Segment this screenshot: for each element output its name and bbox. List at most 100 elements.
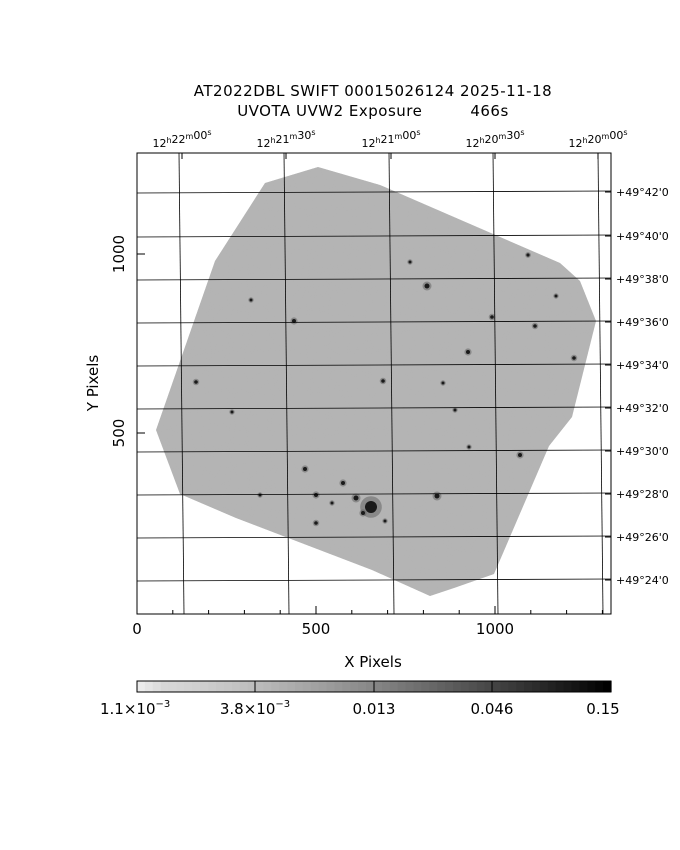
colorbar-segment bbox=[429, 681, 438, 692]
source bbox=[383, 519, 387, 523]
source bbox=[194, 380, 198, 384]
source bbox=[330, 501, 334, 505]
ra-tick-label: 12h20m30s bbox=[465, 128, 524, 150]
source bbox=[434, 493, 440, 499]
colorbar-segment bbox=[342, 681, 351, 692]
dec-tick-label: +49°38'0 bbox=[616, 273, 669, 286]
filter-exposure-label: UVOTA UVW2 Exposure bbox=[237, 102, 423, 120]
colorbar-segment bbox=[176, 681, 185, 692]
source bbox=[365, 501, 377, 513]
x-axis-ticks: 0 500 1000 bbox=[132, 606, 603, 638]
colorbar-segment bbox=[397, 681, 407, 692]
source bbox=[258, 493, 262, 497]
source bbox=[572, 356, 576, 360]
dec-tick-label: +49°34'0 bbox=[616, 359, 669, 372]
colorbar-segment bbox=[603, 681, 612, 692]
colorbar-segment bbox=[310, 681, 320, 692]
ra-grid-line bbox=[597, 152, 604, 615]
ra-tick-label: 12h22m00s bbox=[152, 128, 211, 150]
colorbar-segment bbox=[255, 681, 264, 692]
colorbar-segment bbox=[263, 681, 272, 692]
exposure-time: 466s bbox=[470, 102, 509, 120]
x-tick-label: 0 bbox=[132, 620, 142, 638]
colorbar-segment bbox=[555, 681, 565, 692]
colorbar-segment bbox=[547, 681, 557, 692]
y-tick-label: 1000 bbox=[110, 235, 128, 273]
colorbar-segment bbox=[271, 681, 280, 692]
ra-grid-line bbox=[178, 152, 185, 615]
colorbar-segment bbox=[239, 681, 249, 692]
dec-grid-line bbox=[136, 234, 612, 238]
source bbox=[381, 379, 385, 383]
colorbar-segment bbox=[326, 681, 336, 692]
source bbox=[341, 481, 345, 485]
colorbar-segment bbox=[350, 681, 359, 692]
colorbar-segment bbox=[192, 681, 201, 692]
source bbox=[314, 493, 318, 497]
x-tick-label: 500 bbox=[302, 620, 331, 638]
source bbox=[314, 521, 318, 525]
colorbar-segment bbox=[295, 681, 304, 692]
colorbar-segment bbox=[579, 681, 588, 692]
source bbox=[353, 495, 359, 501]
ra-axis-ticks: 12h22m00s 12h21m30s 12h21m00s 12h20m30s 12h2… bbox=[152, 128, 628, 159]
dec-grid-line bbox=[136, 190, 612, 194]
source bbox=[490, 315, 494, 319]
colorbar-segment bbox=[405, 681, 415, 692]
colorbar-segment bbox=[476, 681, 486, 692]
dec-grid-line bbox=[136, 578, 612, 582]
y-axis-label: Y Pixels bbox=[84, 355, 102, 413]
colorbar-label: 0.15 bbox=[586, 700, 619, 718]
y-axis-ticks: 500 1000 bbox=[110, 235, 145, 447]
colorbar-segment bbox=[200, 681, 209, 692]
colorbar-segment bbox=[184, 681, 193, 692]
dec-grid-line bbox=[136, 449, 612, 453]
dec-tick-label: +49°42'0 bbox=[616, 186, 669, 199]
colorbar-segment bbox=[508, 681, 517, 692]
colorbar-segment bbox=[247, 681, 257, 692]
source bbox=[361, 511, 365, 515]
colorbar-segment bbox=[223, 681, 233, 692]
colorbar: 1.1×10−3 3.8×10−3 0.013 0.046 0.15 bbox=[100, 680, 620, 718]
dec-grid-line bbox=[136, 406, 612, 410]
colorbar-segment bbox=[453, 681, 462, 692]
colorbar-segment bbox=[524, 681, 533, 692]
coordinate-grid bbox=[136, 152, 612, 615]
dec-tick-label: +49°28'0 bbox=[616, 488, 669, 501]
dec-grid-line bbox=[136, 363, 612, 367]
x-axis-label: X Pixels bbox=[344, 653, 402, 671]
source bbox=[518, 453, 522, 457]
colorbar-segment bbox=[137, 681, 146, 692]
colorbar-segment bbox=[445, 681, 454, 692]
colorbar-segment bbox=[413, 681, 422, 692]
source bbox=[554, 294, 558, 298]
dec-grid-line bbox=[136, 535, 612, 539]
colorbar-segment bbox=[421, 681, 430, 692]
colorbar-segment bbox=[279, 681, 288, 692]
colorbar-segment bbox=[500, 681, 509, 692]
dec-grid-line bbox=[136, 492, 612, 496]
ra-tick-label: 12h21m30s bbox=[256, 128, 315, 150]
colorbar-segment bbox=[468, 681, 478, 692]
colorbar-segment bbox=[374, 681, 383, 692]
colorbar-segment bbox=[144, 681, 154, 692]
ra-tick-label: 12h21m00s bbox=[361, 128, 420, 150]
colorbar-segment bbox=[231, 681, 241, 692]
colorbar-label: 0.046 bbox=[471, 700, 514, 718]
source bbox=[526, 253, 530, 257]
colorbar-segment bbox=[160, 681, 170, 692]
colorbar-segment bbox=[532, 681, 541, 692]
colorbar-segment bbox=[358, 681, 367, 692]
source bbox=[533, 324, 537, 328]
colorbar-segment bbox=[539, 681, 549, 692]
dec-tick-label: +49°30'0 bbox=[616, 445, 669, 458]
colorbar-segment bbox=[334, 681, 343, 692]
ra-grid-line bbox=[492, 152, 499, 615]
source bbox=[453, 408, 457, 412]
source bbox=[424, 283, 430, 289]
dec-tick-label: +49°32'0 bbox=[616, 402, 669, 415]
colorbar-segment bbox=[563, 681, 573, 692]
exposure-field bbox=[156, 167, 596, 596]
plot-frame bbox=[136, 152, 612, 615]
